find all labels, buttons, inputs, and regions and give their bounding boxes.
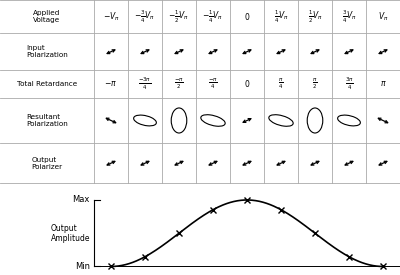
Text: $-V_\pi$: $-V_\pi$ [102, 10, 120, 23]
Text: $\frac{1}{2}V_\pi$: $\frac{1}{2}V_\pi$ [308, 9, 322, 25]
Text: $\frac{1}{4}V_\pi$: $\frac{1}{4}V_\pi$ [274, 9, 288, 25]
Text: Output
Amplitude: Output Amplitude [50, 224, 90, 243]
Text: Min: Min [75, 262, 90, 271]
Text: $\frac{\pi}{2}$: $\frac{\pi}{2}$ [312, 76, 318, 91]
Text: $\frac{-3\pi}{4}$: $\frac{-3\pi}{4}$ [138, 76, 152, 92]
Text: $\frac{3}{4}V_\pi$: $\frac{3}{4}V_\pi$ [342, 9, 356, 25]
Text: Applied
Voltage: Applied Voltage [33, 10, 61, 23]
Text: $0$: $0$ [244, 78, 250, 89]
Text: $-\pi$: $-\pi$ [104, 79, 118, 89]
Text: Output
Polarizer: Output Polarizer [32, 157, 62, 170]
Text: Input
Polarization: Input Polarization [26, 45, 68, 58]
Text: $-\frac{1}{2}V_\pi$: $-\frac{1}{2}V_\pi$ [168, 9, 190, 25]
Text: Resultant
Polarization: Resultant Polarization [26, 114, 68, 127]
Text: $\pi$: $\pi$ [380, 79, 386, 89]
Text: $-\frac{3}{4}V_\pi$: $-\frac{3}{4}V_\pi$ [134, 9, 156, 25]
Text: $-\frac{1}{4}V_\pi$: $-\frac{1}{4}V_\pi$ [202, 9, 224, 25]
Text: $\frac{3\pi}{4}$: $\frac{3\pi}{4}$ [345, 76, 353, 92]
Text: $\frac{\pi}{4}$: $\frac{\pi}{4}$ [278, 76, 284, 91]
Text: Max: Max [73, 196, 90, 205]
Text: $\frac{-\pi}{2}$: $\frac{-\pi}{2}$ [174, 76, 184, 91]
Text: $0$: $0$ [244, 11, 250, 22]
Text: $\frac{-\pi}{4}$: $\frac{-\pi}{4}$ [208, 76, 218, 91]
Text: Total Retardance: Total Retardance [17, 81, 77, 87]
Text: $V_\pi$: $V_\pi$ [378, 10, 388, 23]
